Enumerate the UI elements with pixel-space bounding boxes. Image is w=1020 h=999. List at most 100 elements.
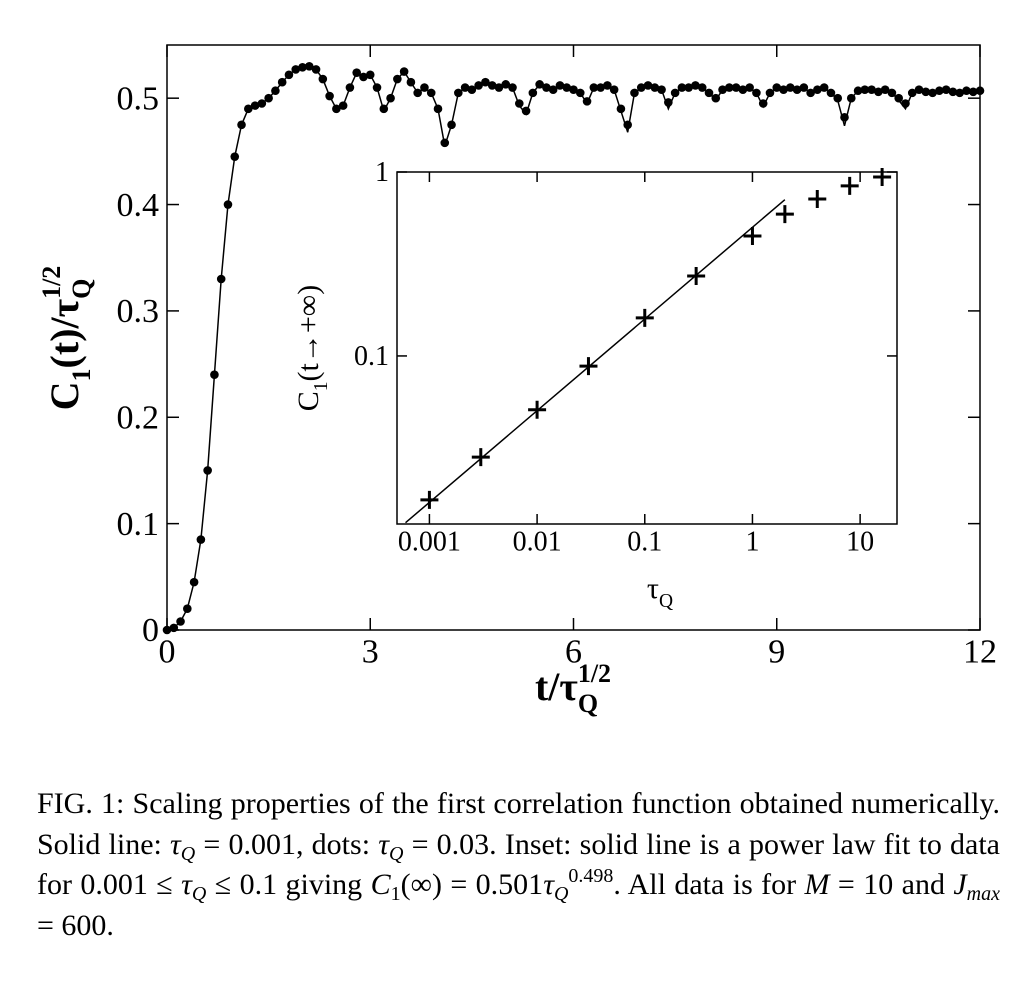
x-tick-label: 0.001 [398, 527, 461, 558]
dot-marker [244, 104, 253, 114]
x-axis-label-part: Q [659, 591, 673, 612]
y-axis-label-part: C [292, 391, 325, 411]
dot-marker [304, 61, 314, 71]
dot-marker [609, 85, 619, 94]
y-axis-label-part: Q [67, 279, 96, 299]
dot-marker [806, 88, 815, 98]
dot-marker [433, 104, 443, 114]
dot-marker [616, 104, 626, 114]
caption-run: τ [378, 827, 389, 861]
dot-marker [779, 85, 788, 94]
dot-marker [542, 83, 551, 92]
dot-marker [521, 106, 531, 116]
dot-marker [846, 93, 856, 103]
plus-marker [471, 448, 490, 467]
dot-marker [813, 85, 822, 94]
y-tick-label: 0.5 [117, 80, 160, 117]
dot-marker [786, 83, 795, 92]
dot-marker [501, 80, 511, 89]
dot-marker [630, 88, 639, 98]
x-axis-label-part: t/τ [535, 664, 578, 709]
dot-marker [413, 88, 422, 98]
dot-marker [271, 86, 280, 96]
dot-marker [386, 93, 395, 103]
dot-marker [406, 77, 416, 87]
x-axis-label-part: Q [578, 689, 598, 718]
dot-marker [379, 104, 389, 114]
dot-marker [352, 68, 362, 77]
dot-marker [440, 138, 450, 148]
dot-marker [257, 99, 267, 108]
caption-run: (∞) = 0.501 [400, 868, 544, 901]
dot-marker [569, 85, 578, 94]
y-axis-label-part: 1 [311, 381, 332, 391]
y-axis-label-part: C [42, 381, 87, 410]
caption-run: . All data is for [613, 868, 805, 901]
dot-marker [955, 88, 964, 98]
dot-marker [731, 83, 741, 92]
dot-marker [318, 74, 328, 84]
dot-marker [426, 88, 436, 98]
dot-marker [684, 83, 693, 92]
dot-marker [447, 120, 456, 130]
plus-marker [873, 167, 892, 186]
dot-marker [589, 83, 599, 92]
dot-marker [216, 274, 226, 284]
x-tick-label: 0.01 [513, 527, 562, 558]
y-axis-label-part: 1/2 [37, 266, 66, 299]
y-axis-label: C1(t)/τQ1/2 [37, 266, 96, 411]
dot-marker [874, 87, 883, 97]
dot-marker [291, 65, 301, 74]
dot-marker [332, 104, 341, 114]
caption-run: τ [170, 827, 181, 861]
dot-marker [962, 86, 971, 96]
dot-marker [487, 81, 497, 90]
dot-marker [948, 87, 958, 97]
caption-run: = 0.03. Inset: solid line is a power law… [37, 827, 1000, 902]
dot-marker [691, 81, 700, 90]
dot-marker [494, 83, 504, 92]
dot-marker [508, 83, 517, 92]
dot-marker [935, 86, 944, 96]
dot-marker [921, 87, 931, 97]
caption-run: = 0.001, dots: [195, 827, 379, 861]
dot-marker [664, 98, 673, 107]
y-axis-label: C1(t→+∞) [292, 285, 332, 411]
plus-marker [808, 190, 827, 209]
plus-marker [743, 226, 762, 245]
y-tick-label: 0.1 [117, 506, 160, 543]
dot-marker [603, 81, 612, 90]
dot-marker [230, 152, 240, 161]
caption-run: Q [191, 883, 207, 905]
x-axis-label: t/τQ1/2 [535, 659, 611, 718]
caption-run: τ [543, 868, 554, 901]
dot-marker [772, 83, 782, 92]
x-tick-label: 3 [362, 633, 379, 670]
dot-marker [826, 88, 836, 98]
x-tick-label: 0 [159, 633, 176, 670]
dot-marker [792, 85, 802, 94]
y-tick-label: 0 [142, 612, 159, 649]
dot-marker [833, 93, 843, 103]
plot-area [396, 171, 898, 525]
caption-run: 1 [390, 883, 401, 905]
dot-marker [169, 623, 179, 633]
dot-marker [162, 625, 172, 635]
x-tick-label: 10 [846, 527, 874, 558]
dot-marker [697, 83, 707, 92]
x-tick-label: 6 [565, 633, 582, 670]
dot-marker [528, 88, 538, 98]
dot-marker [515, 99, 524, 108]
dot-marker [481, 77, 490, 87]
y-axis-label-part: (t→+∞) [292, 285, 325, 382]
dot-marker [752, 88, 761, 98]
dot-marker [237, 120, 246, 130]
dot-marker [284, 70, 294, 80]
x-tick-label: 12 [963, 633, 997, 670]
y-axis-label-part: (t)/τ [42, 299, 87, 369]
caption-run: 0.498 [568, 865, 614, 887]
dot-marker [399, 67, 409, 76]
x-axis-label: τQ [647, 572, 673, 612]
caption-run: Q [388, 842, 404, 865]
